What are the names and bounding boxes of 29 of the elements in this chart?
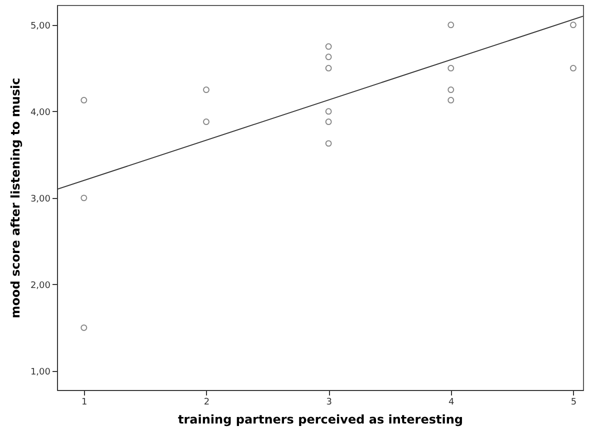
point bbox=[448, 96, 454, 104]
y-tick-label: 1,00 bbox=[30, 367, 51, 378]
y-tick-label: 4,00 bbox=[30, 108, 51, 118]
point bbox=[203, 118, 210, 126]
point bbox=[325, 54, 332, 60]
x-tick-label: 4 bbox=[448, 398, 455, 408]
point bbox=[570, 64, 576, 72]
y-tick-label: 5,00 bbox=[30, 21, 51, 32]
x-tick-label: 3 bbox=[326, 398, 332, 408]
x-tick-label: 2 bbox=[204, 398, 210, 408]
point bbox=[448, 64, 454, 72]
point bbox=[448, 22, 454, 28]
point bbox=[80, 96, 88, 104]
point bbox=[325, 140, 332, 147]
point bbox=[325, 64, 332, 72]
point bbox=[570, 22, 576, 28]
point bbox=[325, 108, 332, 115]
x-tick-label: 1 bbox=[82, 398, 88, 408]
point bbox=[448, 86, 454, 94]
point bbox=[80, 324, 88, 331]
point bbox=[325, 43, 332, 50]
point bbox=[80, 194, 88, 202]
x-axis-title: training partners perceived as interesting bbox=[178, 412, 463, 426]
point bbox=[325, 118, 332, 126]
y-tick-label: 3,00 bbox=[30, 194, 51, 204]
point bbox=[203, 86, 210, 94]
y-tick-label: 2,00 bbox=[30, 280, 51, 291]
y-axis-title: mood score after listening to music bbox=[8, 78, 22, 318]
x-tick-label: 5 bbox=[570, 398, 577, 408]
